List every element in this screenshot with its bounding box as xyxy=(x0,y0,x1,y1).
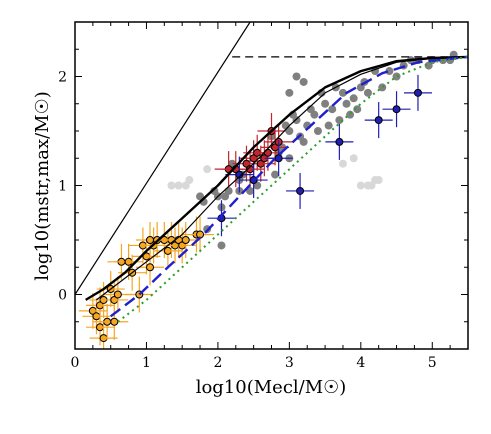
data-point-2 xyxy=(124,257,133,266)
data-point-4 xyxy=(235,170,244,179)
series-line-5 xyxy=(75,22,251,295)
data-point-1 xyxy=(338,159,347,168)
x-tick-label: 3 xyxy=(285,355,294,371)
data-point-2 xyxy=(181,236,190,244)
data-point-4 xyxy=(274,154,283,163)
series-line-9 xyxy=(109,55,468,318)
x-tick-label: 4 xyxy=(356,355,365,371)
data-point-0 xyxy=(246,186,255,195)
data-point-1 xyxy=(374,176,383,185)
data-point-1 xyxy=(349,154,358,163)
data-point-2 xyxy=(146,263,155,272)
data-point-0 xyxy=(224,186,233,195)
data-point-4 xyxy=(335,137,344,146)
data-point-2 xyxy=(146,236,155,244)
y-tick-label: 2 xyxy=(58,70,67,86)
data-point-1 xyxy=(203,165,212,174)
x-tick-label: 2 xyxy=(213,355,222,371)
y-axis-title: log10(mstr,max/M☉) xyxy=(32,91,53,281)
data-point-0 xyxy=(349,94,358,103)
series-line-7 xyxy=(85,55,468,301)
data-point-0 xyxy=(292,116,301,125)
data-point-2 xyxy=(110,317,119,326)
data-point-0 xyxy=(310,110,319,119)
y-tick-label: 1 xyxy=(58,179,67,195)
data-point-0 xyxy=(299,137,308,146)
data-point-0 xyxy=(385,67,394,76)
data-point-4 xyxy=(374,116,383,125)
data-point-0 xyxy=(299,77,308,86)
data-point-0 xyxy=(285,127,294,135)
data-point-0 xyxy=(217,241,226,250)
x-tick-label: 5 xyxy=(428,355,437,371)
data-point-0 xyxy=(363,88,372,97)
data-point-1 xyxy=(185,176,194,185)
y-tick-label: 0 xyxy=(58,288,67,304)
data-point-0 xyxy=(353,105,362,114)
data-layer xyxy=(75,22,468,349)
tick-layer: 0 1 2 3 4 5 0 1 2 xyxy=(58,21,469,371)
data-point-0 xyxy=(392,72,401,81)
data-point-4 xyxy=(413,88,422,97)
data-point-2 xyxy=(99,334,108,343)
data-point-0 xyxy=(346,110,355,119)
data-point-0 xyxy=(313,127,322,135)
data-point-0 xyxy=(321,99,330,108)
plot-area xyxy=(75,22,468,349)
data-point-2 xyxy=(92,312,101,321)
data-point-1 xyxy=(356,181,365,190)
data-point-0 xyxy=(285,88,294,97)
data-point-4 xyxy=(296,186,305,195)
data-point-2 xyxy=(163,246,172,255)
data-point-0 xyxy=(292,72,301,81)
x-tick-label: 1 xyxy=(142,355,151,371)
data-point-1 xyxy=(167,181,176,190)
x-axis-title: log10(Mecl/M☉) xyxy=(196,377,347,398)
data-point-0 xyxy=(335,116,344,125)
series-line-8 xyxy=(96,56,468,301)
data-point-1 xyxy=(174,181,183,190)
data-point-2 xyxy=(113,290,122,299)
data-point-0 xyxy=(271,170,280,179)
data-point-0 xyxy=(342,99,351,108)
x-tick-label: 0 xyxy=(71,355,80,371)
data-point-0 xyxy=(324,121,333,130)
data-point-0 xyxy=(328,105,337,114)
data-point-4 xyxy=(392,105,401,114)
data-point-0 xyxy=(338,88,347,97)
data-point-2 xyxy=(96,323,105,332)
series-line-10 xyxy=(117,55,468,323)
data-point-0 xyxy=(378,83,387,92)
